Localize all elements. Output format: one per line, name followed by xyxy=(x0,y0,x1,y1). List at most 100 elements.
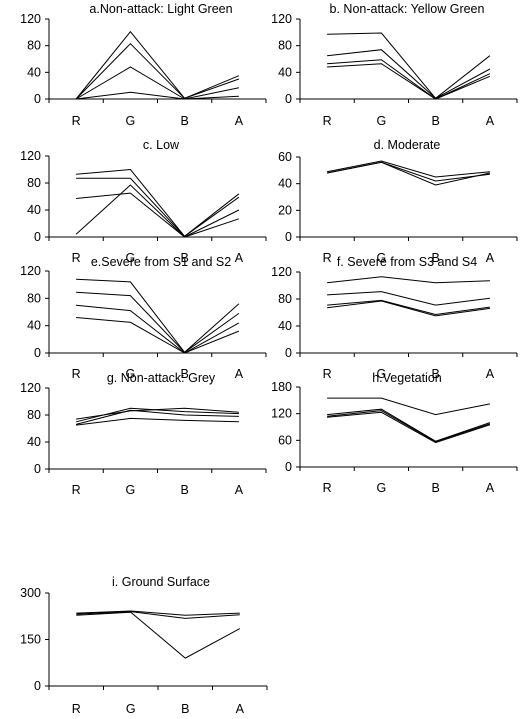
y-tick-label: 40 xyxy=(27,203,41,217)
series-line-1 xyxy=(76,168,240,237)
series-line-3 xyxy=(327,59,491,100)
series-line-4 xyxy=(76,91,239,100)
y-tick-label: 0 xyxy=(285,92,292,106)
y-tick-label: 120 xyxy=(271,407,292,421)
x-category-label: R xyxy=(72,114,81,128)
series-line-2 xyxy=(327,291,490,306)
y-tick-label: 120 xyxy=(271,265,292,279)
series-line-1 xyxy=(75,30,240,100)
panel-title: f. Severe from S3 and S4 xyxy=(337,255,477,269)
x-category-label: A xyxy=(486,251,495,265)
series-line-3 xyxy=(327,410,491,443)
y-tick-label: 0 xyxy=(34,346,41,360)
y-tick-label: 0 xyxy=(34,462,41,476)
panel-title: d. Moderate xyxy=(374,138,441,152)
panel-6: f. Severe from S3 and S4 0 40 80 120 R G B A xyxy=(271,255,518,381)
panel-5: e.Severe from S1 and S2 0 40 80 120 R G B A xyxy=(20,255,267,381)
y-tick-label: 60 xyxy=(278,433,292,447)
series-line-4 xyxy=(76,317,240,354)
series-line-3 xyxy=(76,192,240,238)
x-category-label: R xyxy=(323,367,332,381)
panel-title: e.Severe from S1 and S2 xyxy=(91,255,231,269)
x-category-label: B xyxy=(431,114,439,128)
panel-2: b. Non-attack: Yellow Green 0 40 80 120 R G B A xyxy=(271,2,518,128)
y-tick-label: 0 xyxy=(34,92,41,106)
x-category-label: R xyxy=(72,367,81,381)
series-line-2 xyxy=(327,408,491,442)
series-line-2 xyxy=(76,177,240,237)
panel-title: c. Low xyxy=(143,138,180,152)
panel-title: a.Non-attack: Light Green xyxy=(89,2,232,16)
y-tick-label: 0 xyxy=(285,230,292,244)
y-tick-label: 80 xyxy=(27,39,41,53)
panel-7: g. Non-attack: Grey 0 40 80 120 R G B A xyxy=(20,371,267,497)
y-tick-label: 0 xyxy=(34,230,41,244)
y-tick-label: 40 xyxy=(278,65,292,79)
y-tick-label: 80 xyxy=(27,291,41,305)
x-category-label: B xyxy=(431,251,439,265)
series-line-4 xyxy=(76,417,239,426)
x-category-label: G xyxy=(126,114,136,128)
series-line-1 xyxy=(327,32,491,99)
y-tick-label: 20 xyxy=(278,203,292,217)
y-tick-label: 120 xyxy=(20,264,41,278)
x-category-label: G xyxy=(126,251,136,265)
series-line-4 xyxy=(327,411,491,444)
x-category-label: B xyxy=(431,367,439,381)
y-tick-label: 120 xyxy=(271,12,292,26)
series-line-2 xyxy=(327,49,491,99)
series-line-3 xyxy=(327,161,490,182)
x-category-label: R xyxy=(323,114,332,128)
y-tick-label: 40 xyxy=(278,319,292,333)
x-category-label: B xyxy=(180,251,188,265)
panel-title: b. Non-attack: Yellow Green xyxy=(330,2,485,16)
y-tick-label: 40 xyxy=(27,435,41,449)
series-line-3 xyxy=(75,66,240,100)
panel-8: h.Vegetation 0 60 120 180 R G B A xyxy=(271,371,518,495)
y-tick-label: 60 xyxy=(278,150,292,164)
series-line-2 xyxy=(75,42,240,100)
x-category-label: R xyxy=(72,483,81,497)
y-tick-label: 80 xyxy=(27,408,41,422)
x-category-label: B xyxy=(180,367,188,381)
panel-3: c. Low 0 40 80 120 R G B A xyxy=(20,138,267,265)
x-category-label: A xyxy=(486,481,495,495)
series-line-1 xyxy=(327,276,490,284)
series-line-1 xyxy=(327,160,490,178)
y-tick-label: 80 xyxy=(278,292,292,306)
y-tick-label: 0 xyxy=(34,679,41,693)
x-category-label: A xyxy=(486,367,495,381)
y-tick-label: 180 xyxy=(271,380,292,394)
x-category-label: B xyxy=(431,481,439,495)
x-category-label: R xyxy=(323,251,332,265)
series-line-1 xyxy=(76,610,240,616)
y-tick-label: 0 xyxy=(285,460,292,474)
series-line-4 xyxy=(327,63,491,100)
series-line-2 xyxy=(76,611,240,619)
x-category-label: B xyxy=(180,483,188,497)
x-category-label: B xyxy=(180,114,188,128)
series-line-2 xyxy=(76,291,240,353)
y-tick-label: 120 xyxy=(20,12,41,26)
panel-title: g. Non-attack: Grey xyxy=(107,371,216,385)
panel-title: i. Ground Surface xyxy=(112,575,210,589)
y-tick-label: 40 xyxy=(27,65,41,79)
series-line-3 xyxy=(327,299,490,316)
panel-title: h.Vegetation xyxy=(372,371,442,385)
x-category-label: A xyxy=(235,483,244,497)
series-line-3 xyxy=(76,304,240,354)
series-line-1 xyxy=(327,397,490,416)
y-tick-label: 80 xyxy=(27,176,41,190)
y-tick-label: 120 xyxy=(20,149,41,163)
x-category-label: A xyxy=(235,367,244,381)
x-category-label: A xyxy=(486,114,495,128)
series-line-3 xyxy=(75,409,239,425)
panel-1: a.Non-attack: Light Green 0 40 80 120 R G B A xyxy=(20,2,267,128)
x-category-label: A xyxy=(236,702,245,716)
x-category-label: G xyxy=(377,481,387,495)
x-category-label: G xyxy=(377,367,387,381)
x-category-label: A xyxy=(235,114,244,128)
panel-4: d. Moderate 0 20 40 60 R G B A xyxy=(278,138,518,265)
x-category-label: B xyxy=(181,702,189,716)
